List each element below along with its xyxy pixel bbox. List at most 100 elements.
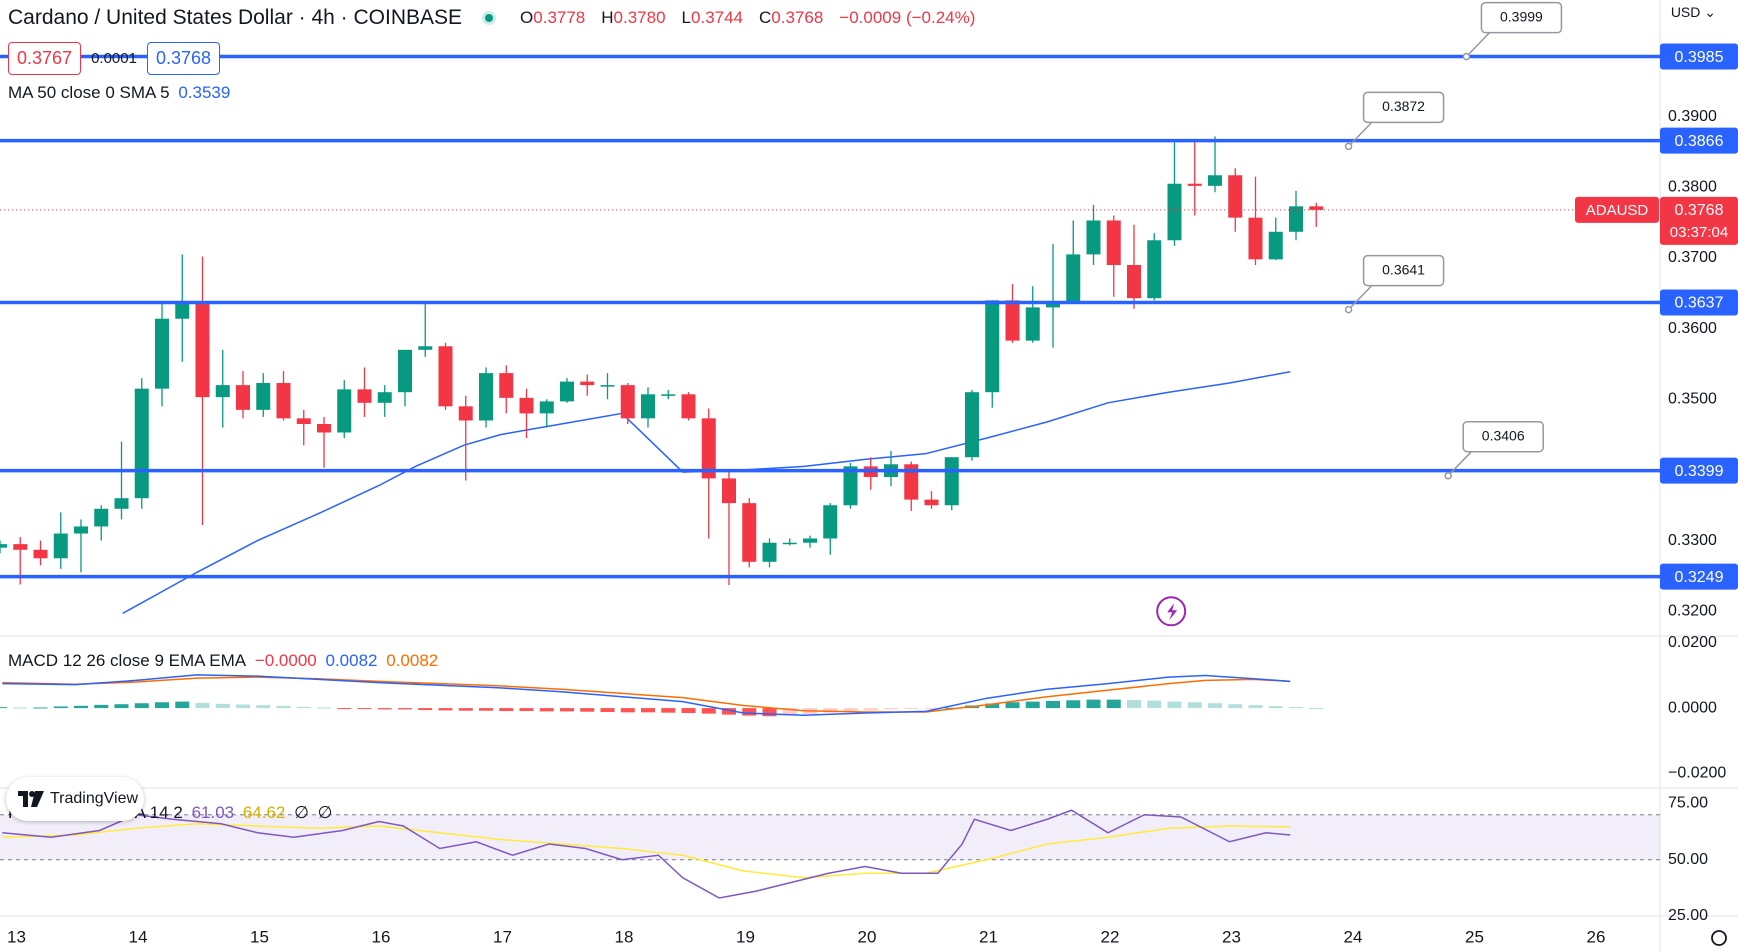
candle-up (74, 526, 88, 534)
macd-histogram-bar (782, 708, 797, 716)
rsi-legend-ma: 64.62 (242, 803, 286, 822)
candle-up (965, 392, 979, 458)
macd-histogram-bar (924, 708, 939, 710)
candle-down (1106, 220, 1121, 265)
tradingview-logo[interactable]: TradingView (6, 777, 144, 821)
macd-legend-signal: 0.0082 (386, 651, 439, 670)
macd-legend-label: MACD 12 26 close 9 EMA EMA (8, 651, 247, 670)
macd-histogram-bar (458, 708, 473, 711)
candle-up (985, 300, 1000, 393)
candle-up (762, 542, 777, 562)
candle-up (600, 385, 615, 387)
spread-value: 0.0001 (91, 50, 137, 67)
candle-down (1248, 217, 1263, 260)
rsi-axis-tick: 50.00 (1668, 851, 1708, 868)
macd-legend[interactable]: MACD 12 26 close 9 EMA EMA −0.0000 0.008… (8, 651, 442, 671)
price-axis-tick: 0.3700 (1668, 249, 1717, 266)
candle-up (155, 318, 169, 389)
macd-histogram-bar (1309, 708, 1324, 710)
macd-histogram-bar (1289, 707, 1303, 709)
callout-text: 0.3641 (1382, 261, 1425, 277)
macd-histogram-bar (13, 707, 28, 709)
macd-histogram-bar (175, 701, 190, 709)
time-axis-tick: 22 (1101, 927, 1120, 946)
candle-down (499, 373, 514, 398)
candle-up (843, 466, 858, 506)
candle-up (0, 544, 7, 548)
macd-histogram-bar (1106, 699, 1121, 709)
candle-down (276, 383, 291, 419)
candle-down (519, 397, 534, 414)
macd-histogram-bar (317, 707, 331, 709)
macd-histogram-bar (236, 704, 250, 709)
ohlc-open-value: 0.3778 (533, 8, 586, 27)
candle-down (580, 381, 595, 386)
macd-histogram-bar (641, 708, 655, 713)
macd-histogram-bar (195, 702, 210, 709)
macd-histogram-bar (580, 708, 595, 712)
candle-down (681, 394, 696, 419)
callout-box (1480, 1, 1563, 34)
price-axis-tick: 0.3900 (1668, 108, 1717, 125)
candle-up (53, 533, 68, 559)
candle-down (1127, 265, 1141, 299)
candle-down (722, 478, 736, 504)
callout-box (1362, 91, 1445, 124)
ma-legend-value: 0.3539 (178, 83, 231, 102)
callout-anchor (1344, 305, 1353, 314)
sell-price-button[interactable]: 0.3767 (8, 42, 82, 75)
time-axis-tick: 14 (129, 927, 148, 946)
candle-up (337, 389, 352, 433)
ma-legend-label: MA 50 close 0 SMA 5 (8, 83, 170, 102)
ohlc-open-key: O (520, 8, 534, 27)
macd-histogram-bar (479, 708, 493, 711)
candles-group (0, 136, 1324, 586)
candle-up (1268, 231, 1283, 260)
time-axis-tick: 18 (615, 927, 634, 946)
candle-down (1309, 206, 1324, 210)
macd-histogram-bar (904, 708, 919, 710)
macd-histogram-bar (155, 702, 169, 709)
current-price-text: 0.3768 (1675, 202, 1724, 219)
candle-up (1025, 307, 1040, 341)
level-price-text: 0.3637 (1675, 295, 1724, 312)
macd-histogram-bar (823, 708, 838, 713)
buy-price-button[interactable]: 0.3768 (146, 42, 221, 75)
macd-histogram-bar (1086, 699, 1101, 709)
candle-down (438, 346, 453, 407)
candle-up (1289, 206, 1303, 232)
currency-button[interactable]: USD ⌄ (1671, 4, 1716, 21)
macd-histogram-bar (742, 708, 757, 716)
level-price-text: 0.3249 (1675, 569, 1724, 586)
price-axis-tick: 0.3300 (1668, 532, 1717, 549)
callout-text: 0.3406 (1482, 427, 1525, 443)
level-price-label (1660, 289, 1738, 316)
price-axis-tick: 0.3200 (1668, 602, 1717, 619)
candle-down (1187, 183, 1202, 186)
candle-up (782, 542, 797, 545)
macd-histogram-bar (884, 708, 898, 710)
level-price-label (1660, 457, 1738, 484)
macd-axis-tick: −0.0200 (1668, 765, 1726, 782)
candle-down (1005, 300, 1020, 341)
level-price-text: 0.3399 (1675, 463, 1724, 480)
candle-down (357, 389, 372, 403)
chart-header: Cardano / United States Dollar · 4h · CO… (8, 6, 975, 30)
macd-histogram-bar (94, 704, 109, 709)
candle-up (398, 349, 412, 393)
candle-up (803, 538, 817, 543)
macd-histogram-bar (762, 708, 777, 717)
level-price-label (1660, 127, 1738, 154)
candle-up (479, 373, 493, 421)
ma-legend[interactable]: MA 50 close 0 SMA 5 0.3539 (8, 82, 241, 104)
symbol-title[interactable]: Cardano / United States Dollar · 4h · CO… (8, 6, 463, 29)
callout-box (1362, 254, 1445, 287)
candle-up (641, 394, 655, 419)
level-price-text: 0.3985 (1675, 49, 1724, 66)
macd-histogram-bar (499, 708, 514, 712)
macd-histogram-bar (1005, 702, 1020, 709)
macd-histogram-bar (1228, 704, 1243, 709)
tradingview-icon (18, 791, 44, 807)
rsi-legend-rsi: 61.03 (191, 803, 235, 822)
